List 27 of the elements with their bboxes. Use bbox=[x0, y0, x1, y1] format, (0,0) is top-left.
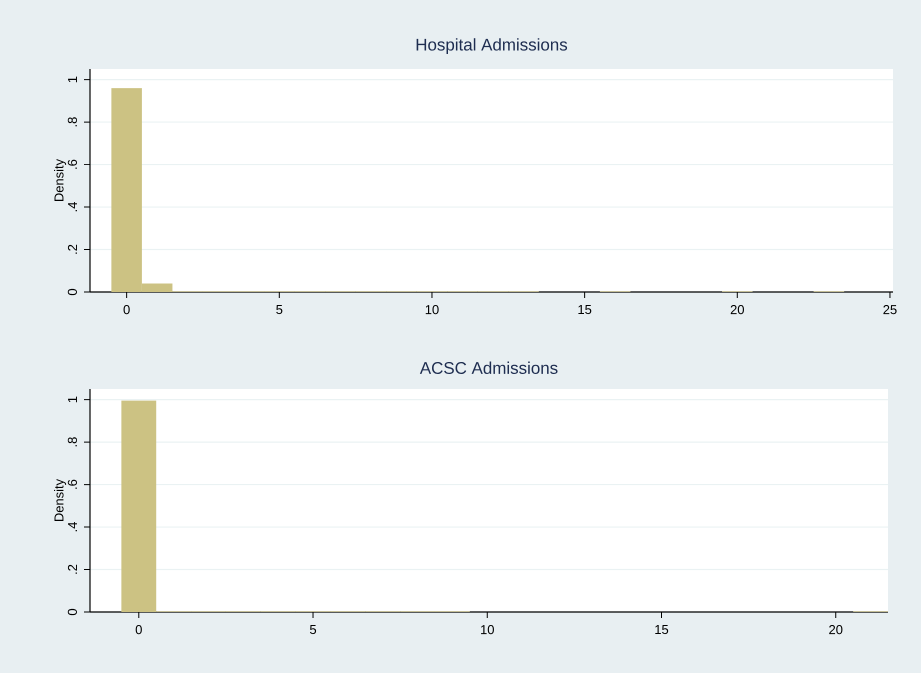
y-tick-label: .4 bbox=[68, 202, 77, 212]
x-tick-label: 20 bbox=[829, 625, 842, 634]
x-tick-label: 0 bbox=[124, 305, 130, 314]
x-tick-label: 10 bbox=[426, 305, 439, 314]
x-tick-label: 20 bbox=[730, 305, 744, 314]
x-tick-label: 15 bbox=[578, 305, 592, 314]
y-tick-label: 1 bbox=[68, 396, 77, 402]
y-tick-label: 1 bbox=[68, 76, 77, 82]
chart-title: ACSC Admissions bbox=[420, 362, 558, 374]
x-tick-label: 5 bbox=[310, 625, 316, 634]
y-tick-label: .8 bbox=[68, 117, 77, 126]
chart-title: Hospital Admissions bbox=[416, 38, 568, 54]
x-tick-label: 10 bbox=[481, 625, 494, 634]
y-tick-label: .4 bbox=[68, 522, 77, 532]
y-tick-label: .8 bbox=[68, 437, 77, 446]
y-axis-title: Density bbox=[54, 478, 66, 522]
y-tick-label: .6 bbox=[68, 160, 77, 169]
y-tick-label: 0 bbox=[68, 608, 77, 616]
x-tick-label: 0 bbox=[136, 625, 142, 634]
y-tick-label: .2 bbox=[68, 244, 77, 254]
y-tick-label: .6 bbox=[68, 480, 77, 489]
y-axis-title: Density bbox=[54, 158, 66, 202]
y-tick-label: .2 bbox=[68, 564, 77, 574]
y-tick-label: 0 bbox=[68, 288, 77, 296]
x-tick-label: 15 bbox=[655, 625, 668, 634]
x-tick-label: 25 bbox=[883, 305, 897, 314]
x-tick-label: 5 bbox=[276, 305, 282, 314]
